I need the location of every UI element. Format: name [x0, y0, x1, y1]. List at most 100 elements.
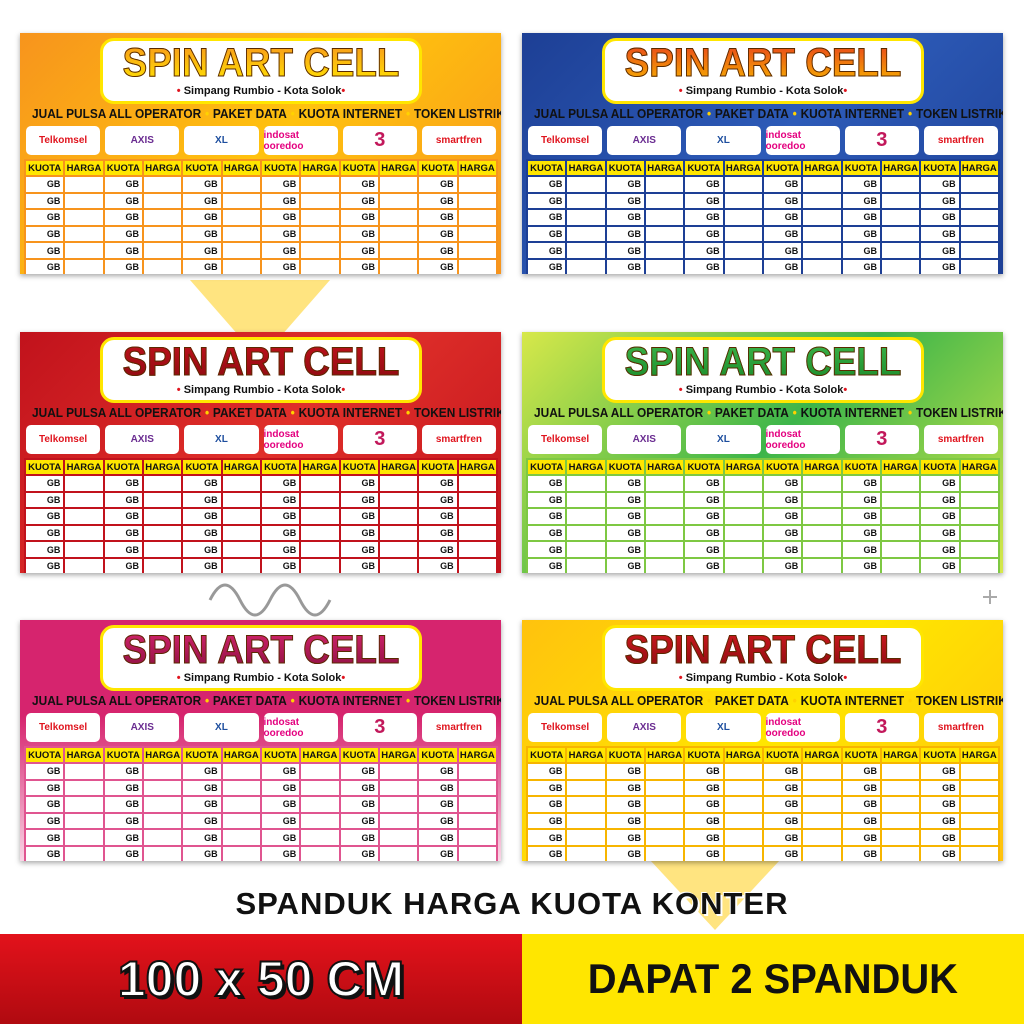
kuota-cell[interactable]: GB — [840, 540, 882, 559]
kuota-cell[interactable]: GB — [761, 540, 804, 559]
kuota-cell[interactable]: GB — [840, 556, 882, 573]
kuota-cell[interactable]: GB — [338, 844, 380, 861]
kuota-cell[interactable]: GB — [919, 175, 961, 194]
harga-cell[interactable] — [299, 778, 341, 798]
kuota-cell[interactable]: GB — [683, 241, 725, 260]
harga-cell[interactable] — [722, 241, 764, 260]
kuota-cell[interactable]: GB — [181, 257, 223, 274]
harga-cell[interactable] — [377, 811, 420, 831]
harga-cell[interactable] — [958, 844, 1001, 861]
harga-cell[interactable] — [722, 208, 764, 227]
kuota-cell[interactable]: GB — [181, 175, 223, 194]
harga-cell[interactable] — [722, 490, 764, 510]
harga-cell[interactable] — [141, 556, 184, 573]
harga-cell[interactable] — [801, 224, 843, 244]
kuota-cell[interactable]: GB — [840, 257, 882, 274]
harga-cell[interactable] — [456, 795, 499, 814]
harga-cell[interactable] — [377, 474, 420, 493]
kuota-cell[interactable]: GB — [683, 828, 725, 847]
harga-cell[interactable] — [63, 224, 105, 244]
harga-cell[interactable] — [879, 507, 922, 526]
harga-cell[interactable] — [141, 241, 184, 260]
kuota-cell[interactable]: GB — [683, 474, 725, 493]
kuota-cell[interactable]: GB — [102, 844, 144, 861]
harga-cell[interactable] — [220, 795, 262, 814]
harga-cell[interactable] — [456, 191, 499, 211]
kuota-cell[interactable]: GB — [761, 844, 804, 861]
harga-cell[interactable] — [643, 762, 686, 781]
harga-cell[interactable] — [63, 828, 105, 847]
harga-cell[interactable] — [643, 556, 686, 573]
kuota-cell[interactable]: GB — [417, 208, 459, 227]
harga-cell[interactable] — [299, 556, 341, 573]
harga-cell[interactable] — [141, 474, 184, 493]
kuota-cell[interactable]: GB — [604, 257, 646, 274]
harga-cell[interactable] — [63, 811, 105, 831]
kuota-cell[interactable]: GB — [919, 556, 961, 573]
harga-cell[interactable] — [722, 795, 764, 814]
kuota-cell[interactable]: GB — [604, 474, 646, 493]
kuota-cell[interactable]: GB — [525, 241, 568, 260]
harga-cell[interactable] — [565, 224, 607, 244]
kuota-cell[interactable]: GB — [604, 556, 646, 573]
kuota-cell[interactable]: GB — [840, 474, 882, 493]
kuota-cell[interactable]: GB — [417, 490, 459, 510]
kuota-cell[interactable]: GB — [919, 844, 961, 861]
harga-cell[interactable] — [299, 490, 341, 510]
harga-cell[interactable] — [220, 208, 262, 227]
kuota-cell[interactable]: GB — [417, 811, 459, 831]
harga-cell[interactable] — [879, 474, 922, 493]
harga-cell[interactable] — [879, 778, 922, 798]
kuota-cell[interactable]: GB — [525, 208, 568, 227]
kuota-cell[interactable]: GB — [181, 762, 223, 781]
harga-cell[interactable] — [377, 507, 420, 526]
kuota-cell[interactable]: GB — [417, 762, 459, 781]
kuota-cell[interactable]: GB — [525, 474, 568, 493]
harga-cell[interactable] — [643, 507, 686, 526]
kuota-cell[interactable]: GB — [338, 474, 380, 493]
kuota-cell[interactable]: GB — [102, 795, 144, 814]
harga-cell[interactable] — [958, 778, 1001, 798]
kuota-cell[interactable]: GB — [840, 844, 882, 861]
harga-cell[interactable] — [377, 224, 420, 244]
harga-cell[interactable] — [63, 795, 105, 814]
harga-cell[interactable] — [377, 175, 420, 194]
kuota-cell[interactable]: GB — [23, 175, 66, 194]
harga-cell[interactable] — [722, 474, 764, 493]
harga-cell[interactable] — [299, 811, 341, 831]
harga-cell[interactable] — [141, 828, 184, 847]
harga-cell[interactable] — [958, 507, 1001, 526]
harga-cell[interactable] — [722, 224, 764, 244]
kuota-cell[interactable]: GB — [181, 191, 223, 211]
kuota-cell[interactable]: GB — [761, 523, 804, 543]
kuota-cell[interactable]: GB — [181, 224, 223, 244]
harga-cell[interactable] — [299, 241, 341, 260]
harga-cell[interactable] — [141, 540, 184, 559]
harga-cell[interactable] — [801, 241, 843, 260]
harga-cell[interactable] — [958, 540, 1001, 559]
harga-cell[interactable] — [220, 844, 262, 861]
kuota-cell[interactable]: GB — [181, 523, 223, 543]
kuota-cell[interactable]: GB — [338, 762, 380, 781]
kuota-cell[interactable]: GB — [604, 490, 646, 510]
kuota-cell[interactable]: GB — [919, 795, 961, 814]
harga-cell[interactable] — [958, 762, 1001, 781]
kuota-cell[interactable]: GB — [525, 828, 568, 847]
kuota-cell[interactable]: GB — [338, 540, 380, 559]
harga-cell[interactable] — [141, 191, 184, 211]
kuota-cell[interactable]: GB — [525, 778, 568, 798]
kuota-cell[interactable]: GB — [604, 507, 646, 526]
kuota-cell[interactable]: GB — [683, 191, 725, 211]
kuota-cell[interactable]: GB — [683, 762, 725, 781]
kuota-cell[interactable]: GB — [23, 795, 66, 814]
kuota-cell[interactable]: GB — [181, 490, 223, 510]
harga-cell[interactable] — [377, 844, 420, 861]
kuota-cell[interactable]: GB — [525, 556, 568, 573]
kuota-cell[interactable]: GB — [840, 795, 882, 814]
harga-cell[interactable] — [220, 507, 262, 526]
kuota-cell[interactable]: GB — [604, 795, 646, 814]
kuota-cell[interactable]: GB — [102, 540, 144, 559]
kuota-cell[interactable]: GB — [102, 257, 144, 274]
harga-cell[interactable] — [643, 257, 686, 274]
kuota-cell[interactable]: GB — [259, 762, 302, 781]
